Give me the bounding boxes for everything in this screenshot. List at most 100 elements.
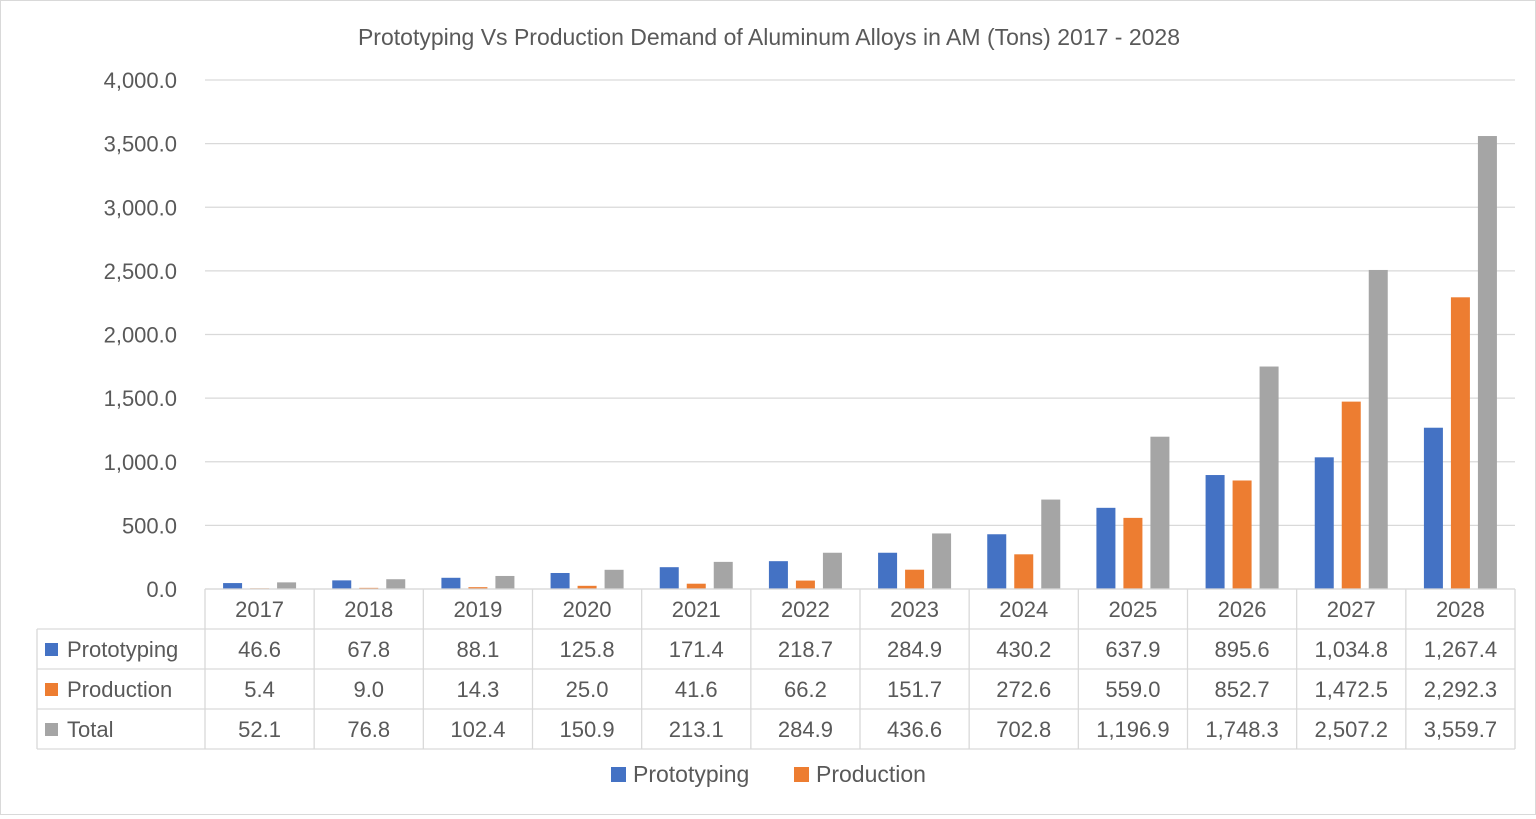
table-cell: 637.9 [1105,637,1160,662]
y-axis-ticks: 0.0 500.0 1,000.0 1,500.0 2,000.0 2,500.0 3,00… [104,68,177,602]
table-cell: 1,034.8 [1315,637,1388,662]
category-label: 2024 [999,597,1048,622]
table-cell: 9.0 [353,677,384,702]
bar-prototyping-2017 [223,583,243,589]
table-cell: 125.8 [560,637,615,662]
table-cell: 559.0 [1105,677,1160,702]
table-cell: 852.7 [1215,677,1270,702]
bars [223,136,1497,589]
bar-production-2020 [577,585,597,589]
category-label: 2026 [1218,597,1267,622]
data-table: 2017 2018 2019 2020 2021 2022 2023 2024 2025 2026… [36,588,1516,750]
bar-production-2023 [905,569,925,589]
table-cell: 213.1 [669,717,724,742]
legend-key-total [45,723,58,736]
bar-prototyping-2025 [1096,507,1116,589]
legend: Prototyping Production [611,761,926,787]
table-cell: 895.6 [1215,637,1270,662]
y-tick-label: 3,500.0 [104,132,177,157]
bar-total-2017 [277,582,297,589]
bar-total-2022 [822,552,842,589]
bar-total-2028 [1477,136,1497,589]
table-cell: 25.0 [566,677,609,702]
table-series-name: Total [67,717,113,742]
bar-total-2023 [932,533,952,589]
bar-production-2019 [468,587,488,589]
category-label: 2018 [344,597,393,622]
table-cell: 2,507.2 [1315,717,1388,742]
table-series-name: Production [67,677,172,702]
bar-production-2022 [795,580,815,589]
table-cell: 52.1 [238,717,281,742]
table-cell: 67.8 [347,637,390,662]
table-cell: 5.4 [244,677,275,702]
bar-total-2025 [1150,436,1170,589]
table-cell: 151.7 [887,677,942,702]
table-cell: 150.9 [560,717,615,742]
table-cell: 284.9 [887,637,942,662]
table-cell: 66.2 [784,677,827,702]
table-cell: 702.8 [996,717,1051,742]
table-cell: 2,292.3 [1424,677,1497,702]
table-cell: 3,559.7 [1424,717,1497,742]
category-label: 2027 [1327,597,1376,622]
bar-prototyping-2028 [1423,427,1443,589]
table-cell: 430.2 [996,637,1051,662]
y-tick-label: 1,500.0 [104,386,177,411]
gridlines [205,79,1515,590]
table-cell: 436.6 [887,717,942,742]
bar-total-2026 [1259,366,1279,589]
table-cell: 272.6 [996,677,1051,702]
category-label: 2020 [563,597,612,622]
table-cell: 88.1 [457,637,500,662]
category-label: 2023 [890,597,939,622]
legend-label: Production [816,761,926,787]
bar-prototyping-2023 [878,552,898,589]
table-cell: 14.3 [457,677,500,702]
legend-key-prototyping [45,643,58,656]
bar-production-2027 [1341,401,1361,589]
y-tick-label: 3,000.0 [104,195,177,220]
y-tick-label: 4,000.0 [104,68,177,93]
category-label: 2028 [1436,597,1485,622]
chart-title: Prototyping Vs Production Demand of Alum… [358,24,1180,50]
category-label: 2017 [235,597,284,622]
bar-prototyping-2018 [332,580,352,589]
legend-key-production [45,683,58,696]
table-cell: 218.7 [778,637,833,662]
bar-production-2025 [1123,517,1143,589]
bar-prototyping-2022 [768,561,788,589]
bar-prototyping-2027 [1314,457,1334,589]
table-cell: 171.4 [669,637,724,662]
bar-production-2026 [1232,480,1252,589]
bar-prototyping-2026 [1205,475,1225,589]
y-tick-label: 1,000.0 [104,450,177,475]
y-tick-label: 2,000.0 [104,323,177,348]
table-cell: 1,196.9 [1096,717,1169,742]
bar-production-2021 [686,583,706,589]
bar-total-2021 [713,561,733,589]
bar-total-2020 [604,569,624,589]
table-cell: 41.6 [675,677,718,702]
bar-total-2024 [1041,499,1061,589]
bar-total-2018 [386,579,406,589]
legend-swatch [611,767,626,782]
table-cell: 102.4 [450,717,505,742]
table-cell: 1,267.4 [1424,637,1497,662]
bar-prototyping-2020 [550,572,570,589]
category-label: 2019 [453,597,502,622]
bar-prototyping-2024 [987,534,1007,589]
table-cell: 76.8 [347,717,390,742]
table-cell: 1,472.5 [1315,677,1388,702]
table-cell: 46.6 [238,637,281,662]
y-tick-label: 2,500.0 [104,259,177,284]
category-label: 2022 [781,597,830,622]
y-tick-label: 0.0 [146,577,177,602]
category-label: 2025 [1108,597,1157,622]
bar-total-2019 [495,575,515,589]
bar-prototyping-2019 [441,577,461,589]
bar-total-2027 [1368,269,1388,589]
category-label: 2021 [672,597,721,622]
